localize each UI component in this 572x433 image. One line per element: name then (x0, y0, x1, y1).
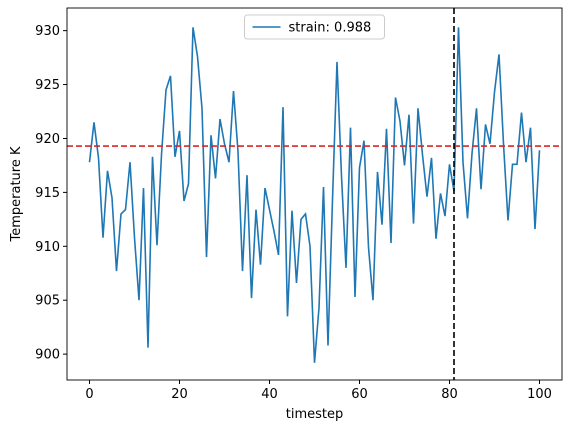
plot-frame (66, 7, 563, 381)
x-tick-label: 100 (527, 387, 552, 402)
y-tick-label: 910 (35, 240, 60, 255)
y-tick-label: 900 (35, 348, 60, 363)
x-tick-label: 80 (441, 387, 458, 402)
y-tick-label: 925 (35, 78, 60, 93)
data-line (88, 27, 541, 363)
legend-label: strain: 0.988 (289, 21, 372, 36)
y-tick-label: 905 (35, 294, 60, 309)
x-tick-label: 60 (351, 387, 368, 402)
y-axis-label: Temperature K (9, 146, 24, 242)
x-tick-label: 20 (171, 387, 188, 402)
x-tick-label: 40 (261, 387, 278, 402)
y-tick-label: 930 (35, 24, 60, 39)
x-tick-label: 0 (85, 387, 93, 402)
x-axis-label: timestep (286, 407, 344, 422)
y-tick-label: 915 (35, 186, 60, 201)
y-tick-label: 920 (35, 132, 60, 147)
legend-box (244, 14, 385, 40)
